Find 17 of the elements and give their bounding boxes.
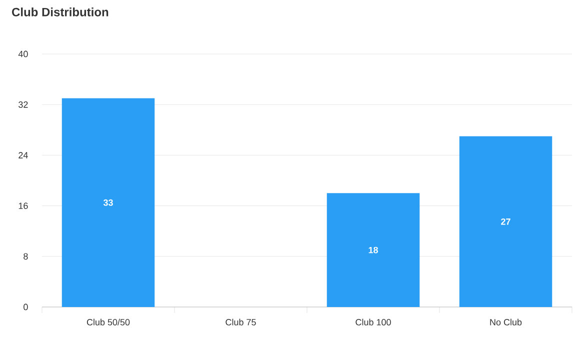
y-tick-label: 0 [24,304,28,310]
chart-title: Club Distribution [12,8,108,16]
y-tick-label: 32 [18,101,28,108]
x-tick-label: Club 50/50 [86,318,130,326]
data-label: 27 [501,218,510,225]
x-tick-label: Club 75 [226,318,256,326]
data-label: 18 [368,246,378,254]
bar [326,193,420,307]
y-tick-label: 40 [18,50,28,58]
y-tick-label: 16 [18,202,28,209]
bar [459,136,552,307]
x-tick-label: No Club [490,318,522,326]
bar [62,98,155,307]
data-label: 33 [103,199,113,206]
y-tick-label: 24 [18,152,28,158]
x-tick-label: Club 100 [356,318,391,326]
y-tick-label: 8 [24,253,28,260]
